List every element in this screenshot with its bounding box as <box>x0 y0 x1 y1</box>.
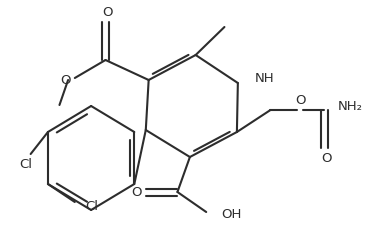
Text: Cl: Cl <box>19 158 32 170</box>
Text: OH: OH <box>222 208 242 221</box>
Text: O: O <box>321 152 331 165</box>
Text: O: O <box>295 94 306 107</box>
Text: Cl: Cl <box>85 201 98 214</box>
Text: NH₂: NH₂ <box>338 100 362 114</box>
Text: O: O <box>102 6 113 19</box>
Text: O: O <box>60 74 70 87</box>
Text: NH: NH <box>255 72 275 85</box>
Text: O: O <box>131 187 142 200</box>
